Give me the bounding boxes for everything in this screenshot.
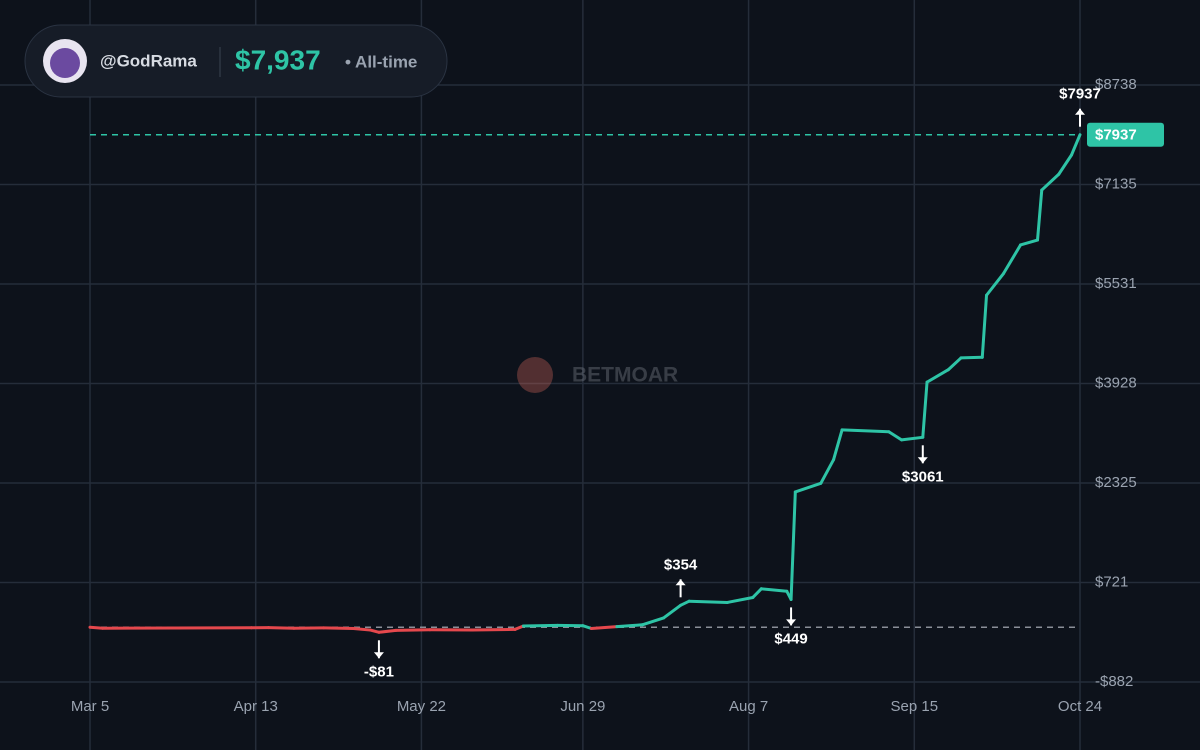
line-segment xyxy=(679,599,691,607)
current-value-label: $7937 xyxy=(1095,127,1137,144)
line-segment xyxy=(921,380,929,439)
line-segment xyxy=(985,272,1006,297)
annotation-label: $354 xyxy=(664,556,698,573)
annotation-label: -$81 xyxy=(364,663,394,680)
annotation-arrowhead xyxy=(373,652,384,659)
avatar-figure xyxy=(50,48,80,78)
annotation-arrowhead xyxy=(1075,108,1085,115)
x-tick-label: Aug 7 xyxy=(729,698,768,715)
line-segment xyxy=(925,368,950,384)
header-pill xyxy=(24,24,448,98)
x-tick-label: Apr 13 xyxy=(234,698,278,715)
annotation-label: $7937 xyxy=(1059,86,1101,103)
y-tick-label: $5531 xyxy=(1095,275,1137,292)
line-segment xyxy=(1057,153,1074,176)
line-segment xyxy=(589,625,619,631)
annotation-arrowhead xyxy=(786,619,797,626)
line-segment xyxy=(88,625,105,630)
line-segment xyxy=(322,626,355,631)
annotation-label: $3061 xyxy=(902,468,944,485)
line-segment xyxy=(793,481,823,494)
user-name: @GodRama xyxy=(100,51,197,70)
line-segment xyxy=(751,587,763,599)
line-segment xyxy=(470,627,517,632)
header: @GodRama $7,937 • All-time xyxy=(24,24,448,98)
line-segment xyxy=(687,599,729,604)
line-segment xyxy=(1002,243,1023,276)
watermark-group: BETMOAR xyxy=(517,357,678,393)
line-segment xyxy=(789,490,797,601)
line-segment xyxy=(662,603,683,620)
x-tick-label: Oct 24 xyxy=(1058,698,1102,715)
x-tick-label: Mar 5 xyxy=(71,698,109,715)
line-segment xyxy=(980,293,989,359)
line-segment xyxy=(725,595,755,604)
line-segment xyxy=(377,628,398,634)
line-segment xyxy=(640,616,666,627)
current-value-badge xyxy=(1087,122,1164,147)
annotation-arrowhead xyxy=(675,579,686,586)
watermark: BETMOAR xyxy=(572,364,678,387)
line-segment xyxy=(615,623,644,629)
annotation-label: $449 xyxy=(774,630,807,647)
total-profit: $7,937 xyxy=(235,44,321,75)
line-segment xyxy=(1040,172,1061,192)
line-segment xyxy=(351,627,372,632)
line-segment xyxy=(1070,133,1082,157)
annotation-arrowhead xyxy=(917,457,928,464)
line-segment xyxy=(1019,238,1040,247)
line-segment xyxy=(759,587,789,593)
line-segment xyxy=(959,355,984,360)
y-tick-label: $2325 xyxy=(1095,474,1137,491)
line-segment xyxy=(887,430,904,442)
x-tick-label: Jun 29 xyxy=(560,698,605,715)
line-segment xyxy=(266,626,296,630)
watermark-logo xyxy=(517,357,553,393)
line-segment xyxy=(819,458,836,485)
y-tick-label: $721 xyxy=(1095,573,1128,590)
line-segment xyxy=(1036,188,1044,242)
plot: -$882 $721 $2325 $3928 $5531 $7135 $8738 Mar 5 A… xyxy=(71,76,1164,715)
x-tick-label: May 22 xyxy=(397,698,446,715)
line-segment xyxy=(394,628,432,632)
period: • All-time xyxy=(345,52,417,71)
line-segment xyxy=(840,428,891,434)
line-segment xyxy=(946,356,963,372)
x-tick-label: Sep 15 xyxy=(891,698,939,715)
line-segment xyxy=(513,624,525,631)
line-segment xyxy=(900,435,925,442)
line-segment xyxy=(521,623,559,628)
line-segment xyxy=(832,428,844,462)
y-tick-label: $8738 xyxy=(1095,76,1137,93)
y-tick-label: -$882 xyxy=(1095,673,1133,690)
y-tick-label: $7135 xyxy=(1095,175,1137,192)
y-tick-label: $3928 xyxy=(1095,374,1137,391)
